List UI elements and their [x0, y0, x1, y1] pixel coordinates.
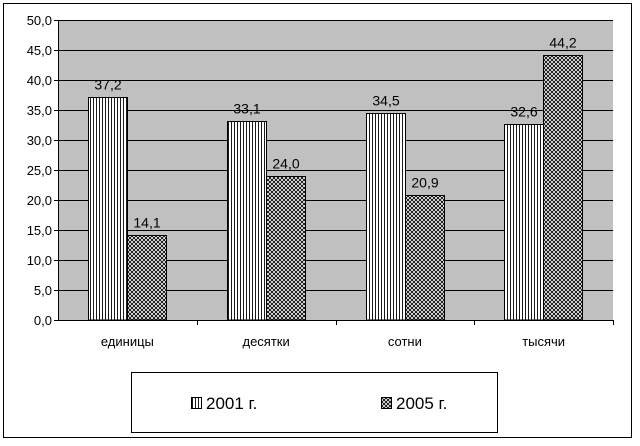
bar: [504, 124, 544, 321]
bar: [127, 235, 167, 321]
legend-label: 2005 г.: [396, 394, 447, 413]
legend-label: 2001 г.: [206, 394, 257, 413]
y-tick-label: 5,0: [34, 283, 52, 298]
y-tick-label: 35,0: [27, 103, 52, 118]
labels: единицы 37,2 14,1 десятки 33,1 24,0 сотни 34,5 2…: [94, 35, 576, 350]
legend: 2001 г. 2005 г.: [131, 372, 498, 433]
category-label: десятки: [242, 334, 289, 349]
legend-swatch: [381, 397, 392, 409]
y-tick-label: 40,0: [27, 73, 52, 88]
legend-swatch: [191, 397, 202, 409]
y-tick-label: 50,0: [27, 13, 52, 28]
bars: [88, 55, 583, 321]
y-tick-label: 0,0: [34, 313, 52, 328]
bar: [405, 195, 445, 321]
y-tick-label: 45,0: [27, 43, 52, 58]
bar: [543, 55, 583, 321]
data-label: 32,6: [510, 104, 537, 120]
category-label: тысячи: [522, 334, 565, 349]
bar: [88, 97, 128, 321]
bar: [266, 176, 306, 321]
data-label: 24,0: [272, 156, 299, 172]
y-tick-label: 25,0: [27, 163, 52, 178]
data-label: 14,1: [133, 215, 160, 231]
data-label: 20,9: [411, 175, 438, 191]
data-label: 37,2: [94, 77, 121, 93]
y-tick-label: 15,0: [27, 223, 52, 238]
category-label: сотни: [388, 334, 422, 349]
data-label: 44,2: [549, 35, 576, 51]
y-tick-label: 30,0: [27, 133, 52, 148]
y-tick-label: 10,0: [27, 253, 52, 268]
category-label: единицы: [101, 334, 154, 349]
bar: [366, 113, 406, 321]
y-tick-label: 20,0: [27, 193, 52, 208]
axes: 0,0 5,0 10,0 15,0 20,0 25,0 30,0 35,0 40,0 45,0 50…: [27, 13, 614, 328]
data-label: 34,5: [372, 93, 399, 109]
bar: [227, 121, 267, 321]
data-label: 33,1: [233, 101, 260, 117]
